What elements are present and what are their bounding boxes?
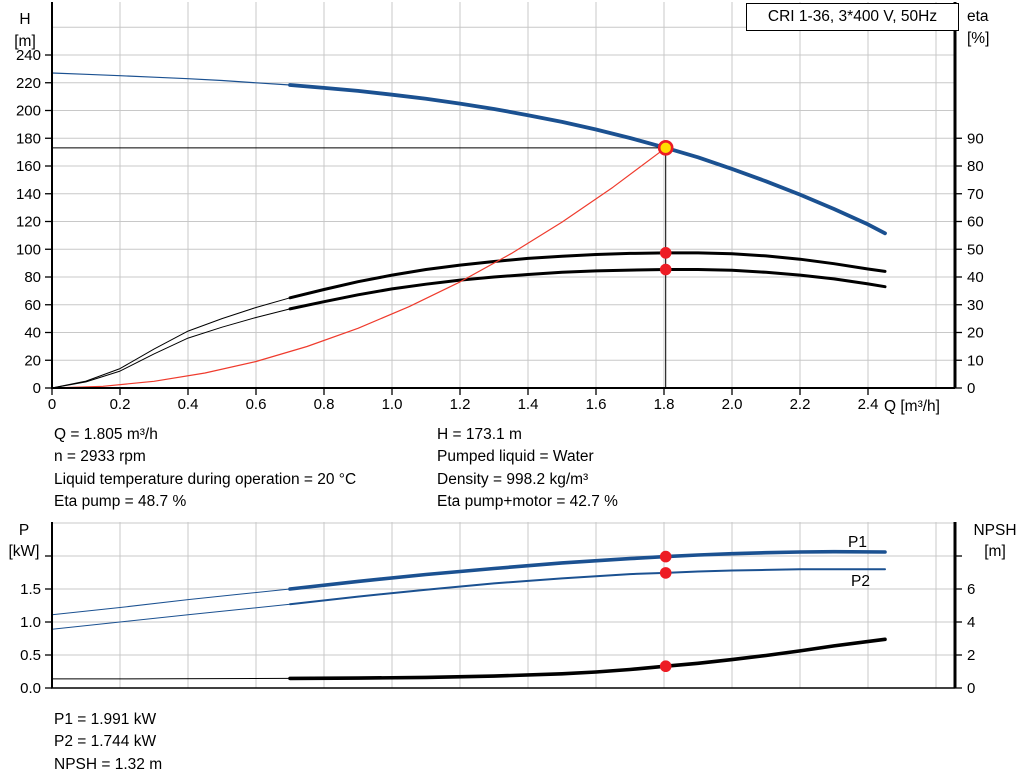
x-axis-tick-label: 2.2 [790, 396, 811, 413]
flow-value: Q = 1.805 m³/h [54, 426, 158, 443]
duty-point [657, 140, 674, 156]
left-axis-tick-label: 60 [24, 297, 41, 314]
p-axis-title-unit: [kW] [8, 543, 40, 560]
density-value: Density = 998.2 kg/m³ [437, 470, 589, 488]
p1-label: P1 [848, 534, 867, 551]
x-axis-tick-label: 1.6 [586, 396, 607, 413]
system-curve [51, 147, 667, 389]
left-axis-tick-label: 200 [16, 103, 41, 120]
right-axis-tick-label: 10 [967, 352, 984, 369]
p2-label: P2 [851, 573, 870, 590]
right-axis-tick-label: 50 [967, 241, 984, 258]
h-axis-title-unit: [m] [14, 33, 36, 51]
right-axis-tick-label: 40 [967, 269, 984, 286]
left-axis-tick-label: 140 [16, 186, 41, 203]
right-axis-tick-label: 2 [967, 647, 975, 664]
eta-axis-title: eta [%] [967, 6, 989, 51]
right-axis-tick-label: 4 [967, 614, 975, 631]
x-axis-tick-label: 2.0 [722, 396, 743, 413]
p1-curve [288, 549, 887, 591]
left-axis-tick-label: 120 [16, 214, 41, 231]
npsh-point [659, 660, 672, 673]
eta-pump-curve [288, 251, 887, 300]
pump-title: CRI 1-36, 3*400 V, 50Hz [767, 8, 938, 25]
right-axis-tick-label: 0 [967, 380, 975, 397]
eta-pump-motor-curve [288, 268, 887, 311]
x-axis-tick-label: 0.8 [314, 396, 335, 413]
p1-point [659, 550, 672, 563]
left-axis-tick-label: 240 [16, 47, 41, 64]
right-axis-tick-label: 70 [967, 186, 984, 203]
left-axis-tick-label: 80 [24, 269, 41, 286]
p2-curve-min-flow [51, 603, 291, 630]
x-axis-tick-label: 1.2 [450, 396, 471, 413]
eta-pump-motor-curve-min-flow [51, 308, 291, 389]
head-value: H = 173.1 m [437, 426, 522, 443]
left-axis-tick-label: 1.0 [20, 614, 41, 631]
x-axis-tick-label: 0 [48, 396, 56, 413]
left-axis-tick-label: 160 [16, 158, 41, 175]
x-axis-tick-label: 0.2 [110, 396, 131, 413]
npsh-curve-min-flow [51, 677, 291, 680]
p2-point [659, 567, 672, 579]
liquid-temperature-value: Liquid temperature during operation = 20… [54, 470, 357, 488]
eta-axis-title-unit: [%] [967, 30, 990, 48]
x-axis-tick-label: 2.4 [858, 396, 879, 413]
right-axis-tick-label: 0 [967, 680, 975, 697]
p-axis-title: P [kW] [2, 520, 46, 562]
x-axis-tick-label: 1.4 [518, 396, 539, 413]
p2-curve [289, 568, 886, 606]
left-axis-tick-label: 100 [16, 241, 41, 258]
eta-pump-value: Eta pump = 48.7 % [54, 493, 187, 511]
head-curve [288, 83, 887, 236]
right-axis-tick-label: 6 [967, 581, 975, 598]
p2-value: P2 = 1.744 kW [54, 733, 157, 751]
npsh-curve [288, 637, 887, 681]
x-axis-tick-label: 1.0 [382, 396, 403, 413]
p1-value: P1 = 1.991 kW [54, 711, 157, 728]
eta-pump-curve-min-flow [51, 297, 291, 389]
left-axis-tick-label: 0.5 [20, 647, 41, 664]
left-axis-tick-label: 0.0 [20, 680, 41, 697]
pump-title-box: CRI 1-36, 3*400 V, 50Hz [746, 3, 959, 31]
right-axis-tick-label: 90 [967, 130, 984, 147]
eta-axis-title-symbol: eta [967, 8, 989, 25]
left-axis-tick-label: 20 [24, 352, 41, 369]
eta-pump-motor-value: Eta pump+motor = 42.7 % [437, 493, 618, 511]
operating-data-left: Q = 1.805 m³/h n = 2933 rpm Liquid tempe… [54, 424, 356, 514]
npsh-value: NPSH = 1.32 m [54, 755, 163, 773]
left-axis-tick-label: 220 [16, 75, 41, 92]
npsh-axis-title-symbol: NPSH [973, 522, 1017, 539]
speed-value: n = 2933 rpm [54, 448, 146, 466]
left-axis-tick-label: 1.5 [20, 581, 41, 598]
h-axis-title: H [m] [5, 9, 45, 54]
eta-pump-motor-point [659, 263, 672, 276]
x-axis-tick-label: 1.8 [654, 396, 675, 413]
pumped-liquid-value: Pumped liquid = Water [437, 448, 594, 466]
left-axis-tick-label: 40 [24, 325, 41, 342]
eta-pump-point [659, 247, 672, 259]
power-npsh-data: P1 = 1.991 kW P2 = 1.744 kW NPSH = 1.32 … [54, 709, 162, 776]
p1-curve-min-flow [51, 588, 291, 616]
p-axis-title-symbol: P [18, 522, 30, 539]
right-axis-tick-label: 60 [967, 214, 984, 231]
x-axis-tick-label: 0.6 [246, 396, 267, 413]
operating-data-right: H = 173.1 m Pumped liquid = Water Densit… [437, 424, 618, 514]
right-axis-tick-label: 80 [967, 158, 984, 175]
right-axis-tick-label: 20 [967, 325, 984, 342]
h-axis-title-symbol: H [19, 11, 31, 28]
left-axis-tick-label: 0 [33, 380, 41, 397]
npsh-axis-title: NPSH [m] [966, 520, 1024, 562]
left-axis-tick-label: 180 [16, 130, 41, 147]
x-axis-tick-label: 0.4 [178, 396, 199, 413]
right-axis-tick-label: 30 [967, 297, 984, 314]
q-axis-title: Q [m³/h] [884, 398, 940, 415]
head-curve-min-flow [51, 72, 291, 86]
power-npsh-chart: 0.0 0.5 1.0 1.5 0 2 4 6 P1 P2 [20, 522, 975, 697]
head-efficiency-chart: 0 20 40 60 80 100 120 140 160 180 200 220 240 0 10 20 30… [16, 2, 984, 413]
npsh-axis-title-unit: [m] [984, 543, 1006, 560]
